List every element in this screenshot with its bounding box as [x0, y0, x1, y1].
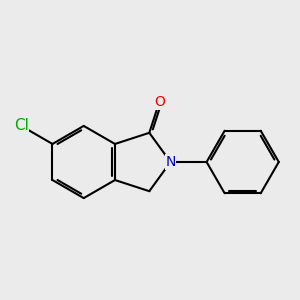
Text: O: O [154, 95, 165, 109]
Text: N: N [165, 155, 176, 169]
Text: Cl: Cl [14, 118, 29, 134]
